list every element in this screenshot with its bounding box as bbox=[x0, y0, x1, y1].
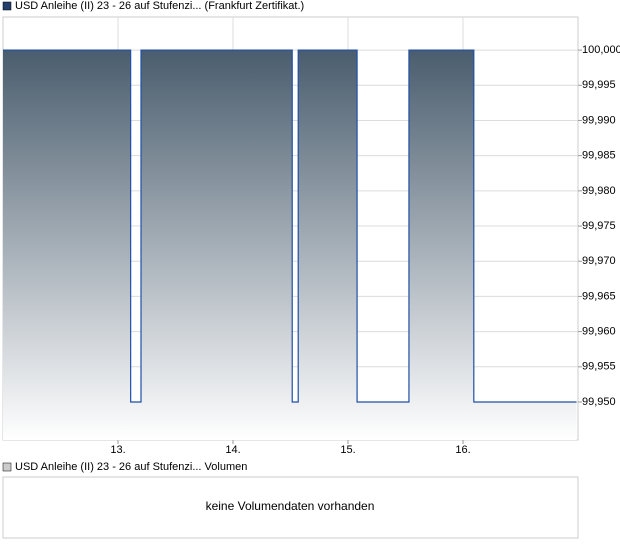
legend-swatch bbox=[2, 462, 12, 472]
x-tick-label: 16. bbox=[455, 444, 470, 456]
x-tick-label: 15. bbox=[340, 444, 355, 456]
y-tick-label: 100,000 bbox=[582, 44, 620, 56]
y-tick-label: 99,965 bbox=[582, 290, 616, 302]
volume-panel bbox=[2, 476, 579, 539]
no-data-message: keine Volumendaten vorhanden bbox=[206, 499, 375, 513]
y-tick-label: 99,990 bbox=[582, 114, 616, 126]
legend-swatch bbox=[2, 1, 12, 11]
line bbox=[3, 49, 577, 403]
y-tick-label: 99,995 bbox=[582, 79, 616, 91]
y-tick-label: 99,970 bbox=[582, 255, 616, 267]
y-tick-label: 99,985 bbox=[582, 150, 616, 162]
legend-label: USD Anleihe (II) 23 - 26 auf Stufenzi...… bbox=[15, 0, 304, 12]
volume-legend: USD Anleihe (II) 23 - 26 auf Stufenzi...… bbox=[15, 461, 247, 473]
y-tick-label: 99,980 bbox=[582, 185, 616, 197]
y-tick-label: 99,950 bbox=[582, 396, 616, 408]
x-tick-label: 13. bbox=[110, 444, 125, 456]
y-tick-label: 99,960 bbox=[582, 326, 616, 338]
area bbox=[3, 50, 577, 441]
y-tick-label: 99,955 bbox=[582, 361, 616, 373]
x-tick-label: 14. bbox=[225, 444, 240, 456]
y-tick-label: 99,975 bbox=[582, 220, 616, 232]
